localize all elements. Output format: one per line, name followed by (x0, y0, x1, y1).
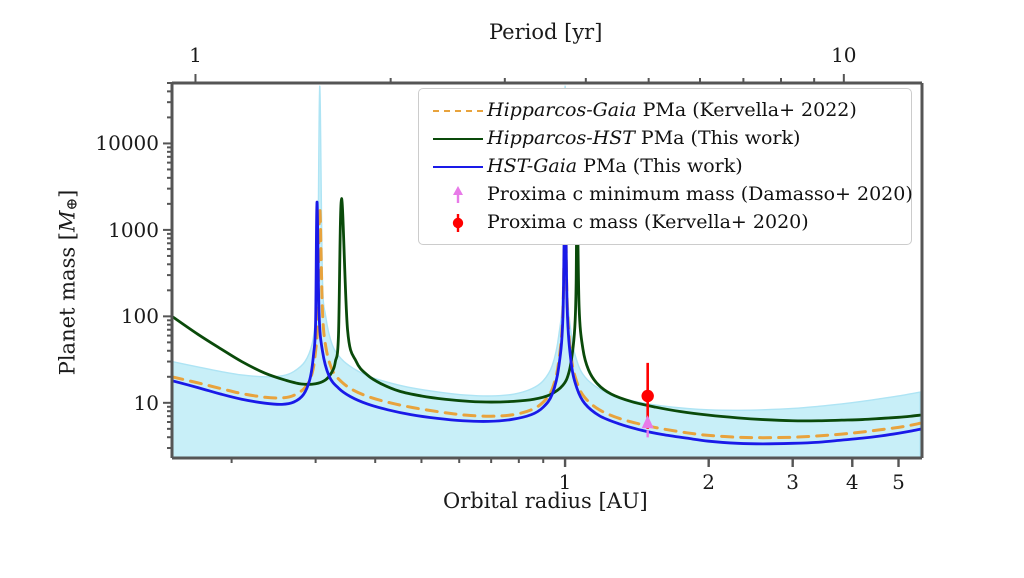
x-tick-label: 2 (702, 470, 716, 494)
x-tick-label: 1 (558, 470, 572, 494)
proxima-c-mass-point (641, 389, 654, 403)
legend-label-plain: Proxima c mass (Kervella+ 2020) (487, 210, 809, 233)
up-arrow-icon (641, 415, 654, 429)
x-tick-label: 3 (786, 470, 800, 494)
legend-entry[interactable]: Proxima c minimum mass (Damasso+ 2020) (429, 180, 913, 208)
left-axis-title-symbol: M (55, 210, 80, 232)
x-tick-label: 4 (845, 470, 859, 494)
legend-entry[interactable]: Hipparcos-Gaia PMa (Kervella+ 2022) (429, 96, 901, 124)
legend-label: Proxima c minimum mass (Damasso+ 2020) (487, 182, 913, 205)
legend-key-dashed-line (429, 100, 487, 120)
left-axis-title: Planet mass [M⊕] (55, 189, 81, 376)
legend-key-point-errorbar-marker (429, 212, 487, 232)
y-tick-label: 100 (120, 304, 159, 329)
legend-label-italic: HST-Gaia (487, 154, 578, 177)
legend-label-plain: PMa (Kervella+ 2022) (636, 98, 857, 121)
up-arrow-icon (453, 186, 463, 203)
point-errorbar-icon (452, 214, 464, 232)
left-axis-title-text: Planet mass [ (55, 232, 80, 376)
y-tick-label: 10 (133, 390, 159, 415)
legend-key-solid-line (429, 128, 487, 148)
legend-label: HST-Gaia PMa (This work) (487, 154, 743, 177)
series-line-0 (172, 192, 922, 440)
x-tick-label: 5 (892, 470, 905, 494)
legend-entry[interactable]: HST-Gaia PMa (This work) (429, 152, 901, 180)
top-x-tick-label: 10 (831, 43, 857, 67)
chart-legend: Hipparcos-Gaia PMa (Kervella+ 2022) Hippa… (418, 88, 913, 245)
top-axis-title: Period [yr] (489, 20, 603, 44)
legend-label-plain: PMa (This work) (634, 126, 801, 149)
legend-entry[interactable]: Hipparcos-HST PMa (This work) (429, 124, 901, 152)
bottom-axis-title: Orbital radius [AU] (443, 489, 648, 513)
top-x-tick-label: 1 (189, 43, 202, 67)
legend-label-italic: Hipparcos-Gaia (487, 98, 637, 121)
solid-line-icon (433, 138, 483, 140)
legend-label-plain: PMa (This work) (577, 154, 743, 177)
earth-symbol-icon: ⊕ (62, 197, 81, 211)
dashed-line-icon (433, 110, 483, 112)
legend-label: Hipparcos-Gaia PMa (Kervella+ 2022) (487, 98, 857, 121)
series-line-2 (172, 173, 922, 446)
solid-line-icon (433, 166, 483, 168)
y-tick-label: 10000 (95, 131, 159, 156)
legend-label-plain: Proxima c minimum mass (Damasso+ 2020) (487, 182, 913, 205)
legend-key-solid-line (429, 156, 487, 176)
legend-label-italic: Hipparcos-HST (487, 126, 635, 149)
legend-label: Hipparcos-HST PMa (This work) (487, 126, 801, 149)
legend-key-up-arrow-marker (429, 184, 487, 204)
y-tick-label: 1000 (108, 217, 159, 242)
legend-label: Proxima c mass (Kervella+ 2020) (487, 210, 809, 233)
legend-entry[interactable]: Proxima c mass (Kervella+ 2020) (429, 208, 901, 236)
